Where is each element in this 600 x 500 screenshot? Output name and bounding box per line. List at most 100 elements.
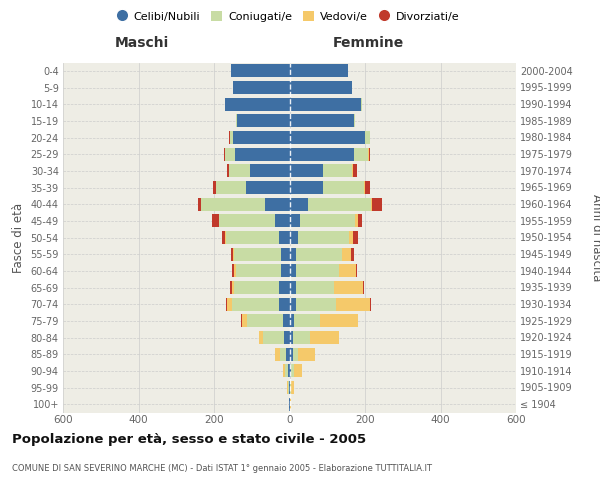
- Bar: [213, 181, 290, 194]
- Bar: [290, 364, 302, 378]
- Bar: [290, 314, 358, 328]
- Bar: [230, 281, 290, 294]
- Bar: [236, 114, 290, 128]
- Bar: [290, 248, 351, 260]
- Bar: [275, 348, 290, 360]
- Bar: [289, 398, 290, 410]
- Bar: [290, 114, 355, 128]
- Bar: [290, 281, 334, 294]
- Bar: [290, 114, 355, 128]
- Bar: [236, 264, 290, 278]
- Bar: [289, 398, 290, 410]
- Bar: [281, 248, 290, 260]
- Bar: [247, 314, 290, 328]
- Bar: [290, 64, 348, 78]
- Bar: [290, 381, 294, 394]
- Bar: [259, 331, 290, 344]
- Bar: [250, 164, 290, 177]
- Bar: [290, 248, 341, 260]
- Bar: [290, 181, 364, 194]
- Bar: [290, 164, 353, 177]
- Bar: [290, 264, 296, 278]
- Bar: [290, 298, 370, 310]
- Bar: [229, 131, 290, 144]
- Bar: [242, 314, 290, 328]
- Bar: [290, 164, 352, 177]
- Bar: [290, 381, 291, 394]
- Bar: [283, 314, 290, 328]
- Bar: [232, 248, 290, 260]
- Bar: [290, 131, 365, 144]
- Bar: [241, 314, 290, 328]
- Bar: [290, 248, 296, 260]
- Bar: [290, 398, 291, 410]
- Bar: [231, 64, 290, 78]
- Bar: [233, 131, 290, 144]
- Bar: [201, 198, 290, 210]
- Bar: [216, 181, 290, 194]
- Bar: [290, 214, 362, 228]
- Bar: [290, 81, 352, 94]
- Bar: [224, 98, 290, 110]
- Bar: [235, 148, 290, 160]
- Bar: [233, 281, 290, 294]
- Text: COMUNE DI SAN SEVERINO MARCHE (MC) - Dati ISTAT 1° gennaio 2005 - Elaborazione T: COMUNE DI SAN SEVERINO MARCHE (MC) - Dat…: [12, 464, 432, 473]
- Bar: [219, 214, 290, 228]
- Bar: [290, 231, 358, 244]
- Bar: [224, 98, 290, 110]
- Bar: [290, 264, 356, 278]
- Bar: [232, 281, 290, 294]
- Bar: [290, 214, 355, 228]
- Bar: [290, 231, 349, 244]
- Bar: [290, 214, 358, 228]
- Bar: [290, 114, 353, 128]
- Bar: [263, 331, 290, 344]
- Bar: [230, 131, 290, 144]
- Bar: [224, 98, 290, 110]
- Bar: [290, 148, 370, 160]
- Bar: [290, 131, 370, 144]
- Bar: [236, 114, 290, 128]
- Bar: [233, 81, 290, 94]
- Bar: [259, 331, 290, 344]
- Bar: [290, 214, 300, 228]
- Bar: [216, 181, 290, 194]
- Bar: [236, 114, 290, 128]
- Bar: [232, 264, 290, 278]
- Bar: [290, 331, 310, 344]
- Bar: [232, 298, 290, 310]
- Bar: [290, 281, 296, 294]
- Bar: [265, 198, 290, 210]
- Bar: [233, 81, 290, 94]
- Bar: [227, 164, 290, 177]
- Bar: [290, 198, 371, 210]
- Bar: [279, 281, 290, 294]
- Bar: [290, 231, 353, 244]
- Bar: [279, 298, 290, 310]
- Bar: [219, 214, 290, 228]
- Bar: [280, 348, 290, 360]
- Bar: [227, 298, 290, 310]
- Bar: [212, 214, 290, 228]
- Bar: [290, 264, 357, 278]
- Bar: [290, 148, 368, 160]
- Bar: [290, 331, 293, 344]
- Bar: [231, 64, 290, 78]
- Bar: [236, 114, 290, 128]
- Bar: [290, 131, 370, 144]
- Text: Popolazione per età, sesso e stato civile - 2005: Popolazione per età, sesso e stato civil…: [12, 432, 366, 446]
- Bar: [279, 231, 290, 244]
- Bar: [290, 181, 365, 194]
- Bar: [287, 381, 290, 394]
- Bar: [290, 181, 370, 194]
- Bar: [224, 148, 290, 160]
- Bar: [229, 164, 290, 177]
- Text: Femmine: Femmine: [333, 36, 404, 50]
- Bar: [290, 98, 362, 110]
- Bar: [290, 331, 338, 344]
- Y-axis label: Anni di nascita: Anni di nascita: [590, 194, 600, 281]
- Bar: [223, 231, 290, 244]
- Bar: [290, 364, 291, 378]
- Bar: [286, 348, 290, 360]
- Bar: [288, 364, 290, 378]
